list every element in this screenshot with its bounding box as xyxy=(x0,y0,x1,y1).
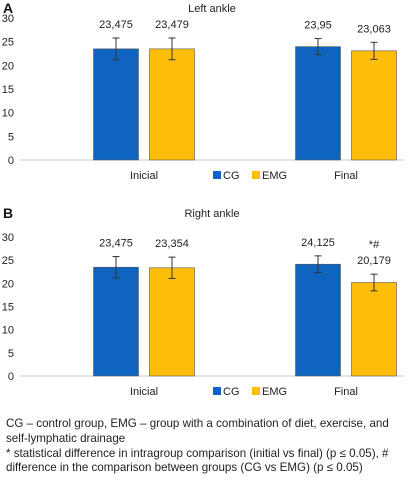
bar xyxy=(351,50,397,161)
y-tick-label: 5 xyxy=(8,131,14,143)
category-label: Final xyxy=(334,386,358,398)
y-tick-label: 10 xyxy=(2,108,14,120)
significance-marker: *# xyxy=(369,239,380,251)
legend-label: EMG xyxy=(262,170,287,182)
legend-swatch xyxy=(213,387,221,395)
y-tick-label: 20 xyxy=(2,278,14,290)
data-label: 23,475 xyxy=(99,238,133,250)
data-label: 24,125 xyxy=(301,237,335,249)
legend-swatch xyxy=(252,387,260,395)
chart-title: Right ankle xyxy=(184,208,239,220)
chart-title: Left ankle xyxy=(188,3,236,15)
data-label: 20,179 xyxy=(357,255,391,267)
category-label: Final xyxy=(334,170,358,182)
panel-letter: B xyxy=(3,205,13,221)
bar xyxy=(149,48,195,161)
panel-letter: A xyxy=(3,0,13,16)
data-label: 23,479 xyxy=(155,19,189,31)
legend-swatch xyxy=(213,171,221,179)
caption-significance: * statistical difference in intragroup c… xyxy=(6,446,389,475)
y-tick-label: 15 xyxy=(2,84,14,96)
figure-caption: CG – control group, EMG – group with a c… xyxy=(6,417,410,476)
data-label: 23,354 xyxy=(155,238,189,250)
y-tick-label: 25 xyxy=(2,255,14,267)
y-tick-label: 10 xyxy=(2,325,14,337)
y-tick-label: 30 xyxy=(2,13,14,25)
data-label: 23,95 xyxy=(304,20,332,32)
category-label: Inicial xyxy=(130,386,158,398)
data-label: 23,475 xyxy=(99,19,133,31)
y-tick-label: 5 xyxy=(8,348,14,360)
y-tick-label: 0 xyxy=(8,371,14,383)
y-tick-label: 25 xyxy=(2,37,14,49)
caption-abbreviations: CG – control group, EMG – group with a c… xyxy=(6,417,389,445)
bar xyxy=(149,267,195,377)
legend-label: EMG xyxy=(262,386,287,398)
bar xyxy=(351,282,397,377)
chart-figure: A Left ankle 0 5 10 15 20 25 30 23,475 23,479 23,95… xyxy=(2,0,404,398)
bar xyxy=(93,48,139,161)
bar xyxy=(93,266,139,377)
y-tick-label: 15 xyxy=(2,302,14,314)
legend-swatch xyxy=(252,171,260,179)
y-tick-label: 0 xyxy=(8,155,14,167)
y-tick-label: 20 xyxy=(2,60,14,72)
category-label: Inicial xyxy=(130,170,158,182)
bar xyxy=(295,46,341,161)
bar xyxy=(295,263,341,377)
y-tick-label: 30 xyxy=(2,232,14,244)
legend-label: CG xyxy=(223,386,240,398)
data-label: 23,063 xyxy=(357,23,391,35)
legend-label: CG xyxy=(223,170,240,182)
